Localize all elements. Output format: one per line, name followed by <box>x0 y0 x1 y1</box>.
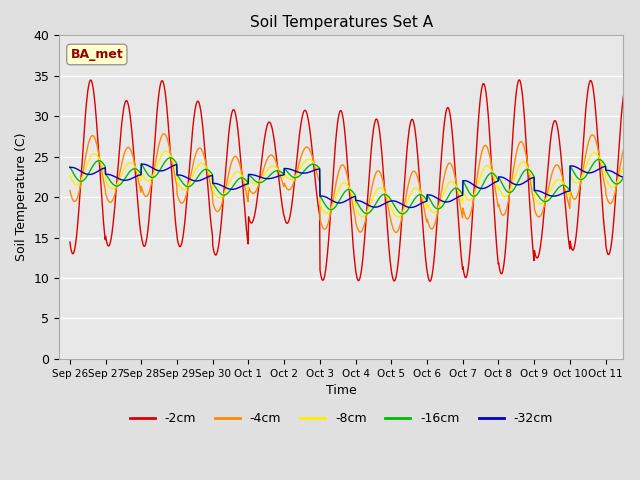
-16cm <box>486 171 493 177</box>
-32cm <box>407 204 415 210</box>
-2cm <box>165 135 173 141</box>
-32cm <box>166 165 173 170</box>
-4cm <box>547 175 555 180</box>
-16cm <box>399 211 406 217</box>
-16cm <box>547 195 555 201</box>
-4cm <box>276 172 284 178</box>
-2cm <box>620 93 627 99</box>
-2cm <box>485 122 493 128</box>
Line: -16cm: -16cm <box>70 158 623 214</box>
-4cm <box>176 199 184 205</box>
-2cm <box>276 184 284 190</box>
-32cm <box>176 172 184 178</box>
-8cm <box>547 187 555 192</box>
-16cm <box>176 176 184 182</box>
Legend: -2cm, -4cm, -8cm, -16cm, -32cm: -2cm, -4cm, -8cm, -16cm, -32cm <box>125 407 558 430</box>
-32cm <box>620 174 627 180</box>
-32cm <box>276 173 284 179</box>
-32cm <box>547 193 555 199</box>
-4cm <box>160 131 168 137</box>
-2cm <box>226 124 234 130</box>
-2cm <box>66 239 74 245</box>
-8cm <box>176 184 184 190</box>
Title: Soil Temperatures Set A: Soil Temperatures Set A <box>250 15 433 30</box>
-8cm <box>486 164 493 170</box>
-2cm <box>426 278 434 284</box>
-2cm <box>547 135 555 141</box>
-8cm <box>166 152 173 157</box>
-32cm <box>486 183 493 189</box>
Line: -32cm: -32cm <box>70 164 623 207</box>
-16cm <box>276 168 284 174</box>
-4cm <box>620 147 627 153</box>
-4cm <box>486 152 493 157</box>
-8cm <box>394 214 402 220</box>
-8cm <box>66 172 74 178</box>
-16cm <box>166 155 174 161</box>
-8cm <box>226 178 234 184</box>
Line: -8cm: -8cm <box>70 151 623 217</box>
-32cm <box>139 161 147 167</box>
-32cm <box>226 186 234 192</box>
-8cm <box>276 169 284 175</box>
-8cm <box>620 164 627 169</box>
-2cm <box>176 244 184 250</box>
Text: BA_met: BA_met <box>70 48 123 61</box>
Y-axis label: Soil Temperature (C): Soil Temperature (C) <box>15 133 28 262</box>
X-axis label: Time: Time <box>326 384 356 397</box>
-4cm <box>166 145 173 151</box>
-16cm <box>165 155 173 161</box>
-16cm <box>66 164 74 170</box>
-4cm <box>392 229 400 235</box>
-8cm <box>162 148 170 154</box>
-32cm <box>66 165 74 170</box>
-4cm <box>226 165 234 171</box>
Line: -2cm: -2cm <box>70 80 623 281</box>
-16cm <box>226 188 234 193</box>
-4cm <box>66 188 74 193</box>
-16cm <box>620 175 627 180</box>
-2cm <box>515 77 523 83</box>
Line: -4cm: -4cm <box>70 134 623 232</box>
